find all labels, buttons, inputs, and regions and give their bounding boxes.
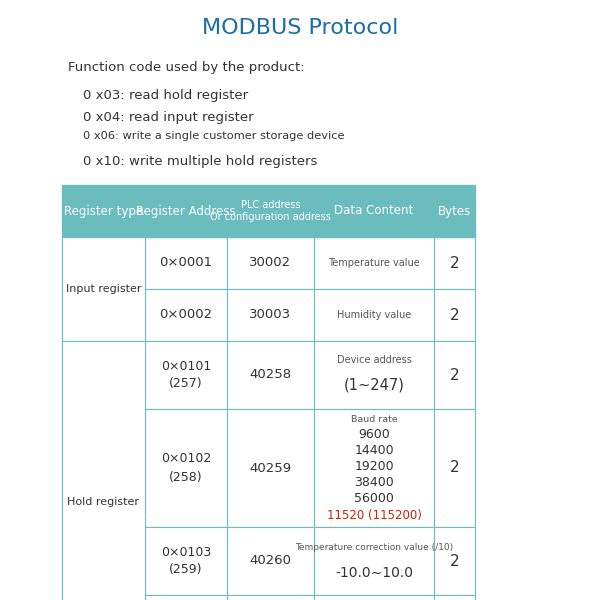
Text: 56000: 56000 <box>354 493 394 505</box>
Text: MODBUS Protocol: MODBUS Protocol <box>202 18 398 38</box>
Text: -10.0∼10.0: -10.0∼10.0 <box>335 566 413 580</box>
Text: 2: 2 <box>450 553 460 569</box>
Text: (1∼247): (1∼247) <box>344 378 404 392</box>
Text: Data Content: Data Content <box>334 205 413 217</box>
Bar <box>62 185 145 237</box>
Text: 0×0002: 0×0002 <box>160 308 212 322</box>
Text: Temperature correction value (/10): Temperature correction value (/10) <box>295 543 453 552</box>
Bar <box>145 527 227 595</box>
Text: 38400: 38400 <box>354 476 394 490</box>
Text: Input register: Input register <box>65 284 141 294</box>
Text: Temperature value: Temperature value <box>328 258 420 268</box>
Text: 14400: 14400 <box>354 445 394 457</box>
Bar <box>62 237 145 341</box>
Text: 19200: 19200 <box>354 461 394 473</box>
Text: Register type: Register type <box>64 205 143 217</box>
Text: 2: 2 <box>450 256 460 271</box>
Bar <box>145 595 227 600</box>
Bar <box>62 237 145 289</box>
Text: Register Address: Register Address <box>136 205 236 217</box>
Bar <box>62 341 145 600</box>
Text: 2: 2 <box>450 461 460 475</box>
Bar <box>314 185 434 237</box>
Text: 30003: 30003 <box>250 308 292 322</box>
Text: Bytes: Bytes <box>438 205 472 217</box>
Text: Baud rate: Baud rate <box>350 415 397 425</box>
Bar <box>62 289 145 341</box>
Bar <box>62 341 145 409</box>
Bar <box>62 409 145 527</box>
Text: 0×0102
(258): 0×0102 (258) <box>161 452 211 484</box>
Bar <box>314 595 434 600</box>
Text: 2: 2 <box>450 307 460 323</box>
Text: 2: 2 <box>450 367 460 383</box>
Text: Humidity value: Humidity value <box>337 310 411 320</box>
Bar <box>62 527 145 595</box>
Text: 0 x04: read input register: 0 x04: read input register <box>83 112 254 124</box>
Bar <box>145 341 227 409</box>
Bar <box>314 341 434 409</box>
Text: 11520 (115200): 11520 (115200) <box>326 509 421 521</box>
Bar <box>227 289 314 341</box>
Text: 9600: 9600 <box>358 428 390 442</box>
Bar <box>314 289 434 341</box>
Text: 0 x06: write a single customer storage device: 0 x06: write a single customer storage d… <box>83 131 344 141</box>
Text: 40260: 40260 <box>250 554 292 568</box>
Bar <box>145 409 227 527</box>
Bar <box>227 527 314 595</box>
Text: 40258: 40258 <box>250 368 292 382</box>
Text: 0×0001: 0×0001 <box>160 257 212 269</box>
Text: 0×0101
(257): 0×0101 (257) <box>161 359 211 391</box>
Bar <box>62 595 145 600</box>
Bar <box>145 185 227 237</box>
Bar <box>145 289 227 341</box>
Bar <box>227 237 314 289</box>
Bar <box>227 185 314 237</box>
Bar <box>227 409 314 527</box>
Bar <box>434 527 475 595</box>
Text: PLC address
Or configuration address: PLC address Or configuration address <box>210 200 331 222</box>
Bar <box>227 341 314 409</box>
Bar <box>314 237 434 289</box>
Text: Hold register: Hold register <box>67 497 139 507</box>
Text: 30002: 30002 <box>250 257 292 269</box>
Bar <box>145 237 227 289</box>
Text: Function code used by the product:: Function code used by the product: <box>68 61 305 74</box>
Text: 0 x03: read hold register: 0 x03: read hold register <box>83 88 248 101</box>
Bar <box>434 289 475 341</box>
Text: 0×0103
(259): 0×0103 (259) <box>161 545 211 577</box>
Bar <box>314 527 434 595</box>
Text: 40259: 40259 <box>250 461 292 475</box>
Bar <box>434 595 475 600</box>
Bar <box>434 341 475 409</box>
Bar <box>434 237 475 289</box>
Bar <box>227 595 314 600</box>
Bar <box>434 409 475 527</box>
Text: 0 x10: write multiple hold registers: 0 x10: write multiple hold registers <box>83 155 317 169</box>
Bar <box>314 409 434 527</box>
Bar <box>434 185 475 237</box>
Text: Device address: Device address <box>337 355 412 365</box>
